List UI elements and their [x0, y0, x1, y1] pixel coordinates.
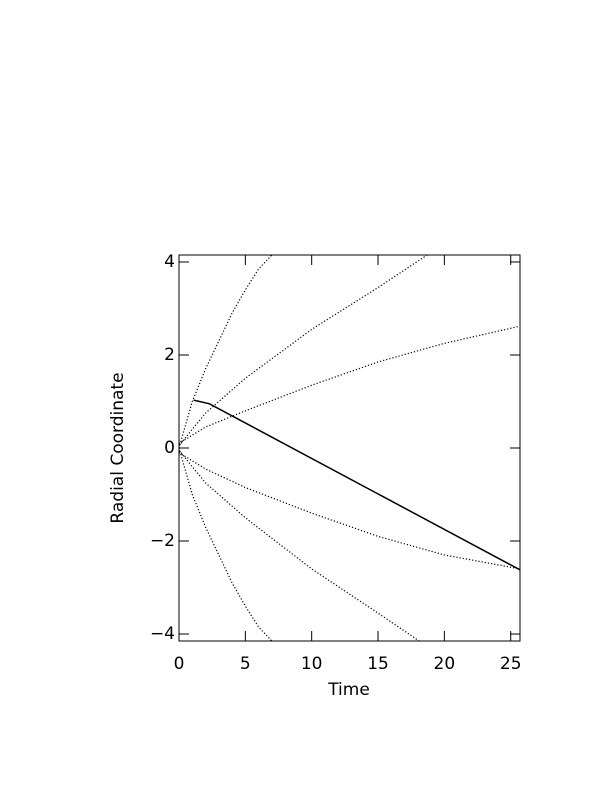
data-line	[178, 452, 521, 570]
x-axis-title: Time	[327, 680, 370, 700]
y-tick-label: −2	[150, 531, 175, 551]
data-line	[193, 399, 521, 571]
data-line	[178, 254, 273, 449]
data-line	[178, 325, 521, 444]
x-tick-label: 25	[500, 654, 522, 674]
y-tick-label: −4	[150, 624, 175, 644]
data-line	[178, 254, 428, 447]
plot-frame	[178, 254, 521, 642]
x-tick-label: 20	[434, 654, 456, 674]
x-tick-label: 10	[301, 654, 323, 674]
y-axis-title: Radial Coordinate	[108, 372, 128, 523]
x-tick-label: 15	[367, 654, 389, 674]
data-line	[178, 449, 420, 642]
y-tick-label: 4	[164, 252, 175, 272]
x-tick-label: 5	[240, 654, 251, 674]
x-tick-label: 0	[174, 654, 185, 674]
y-tick-label: 0	[164, 438, 175, 458]
y-tick-label: 2	[164, 345, 175, 365]
data-line	[178, 447, 273, 642]
